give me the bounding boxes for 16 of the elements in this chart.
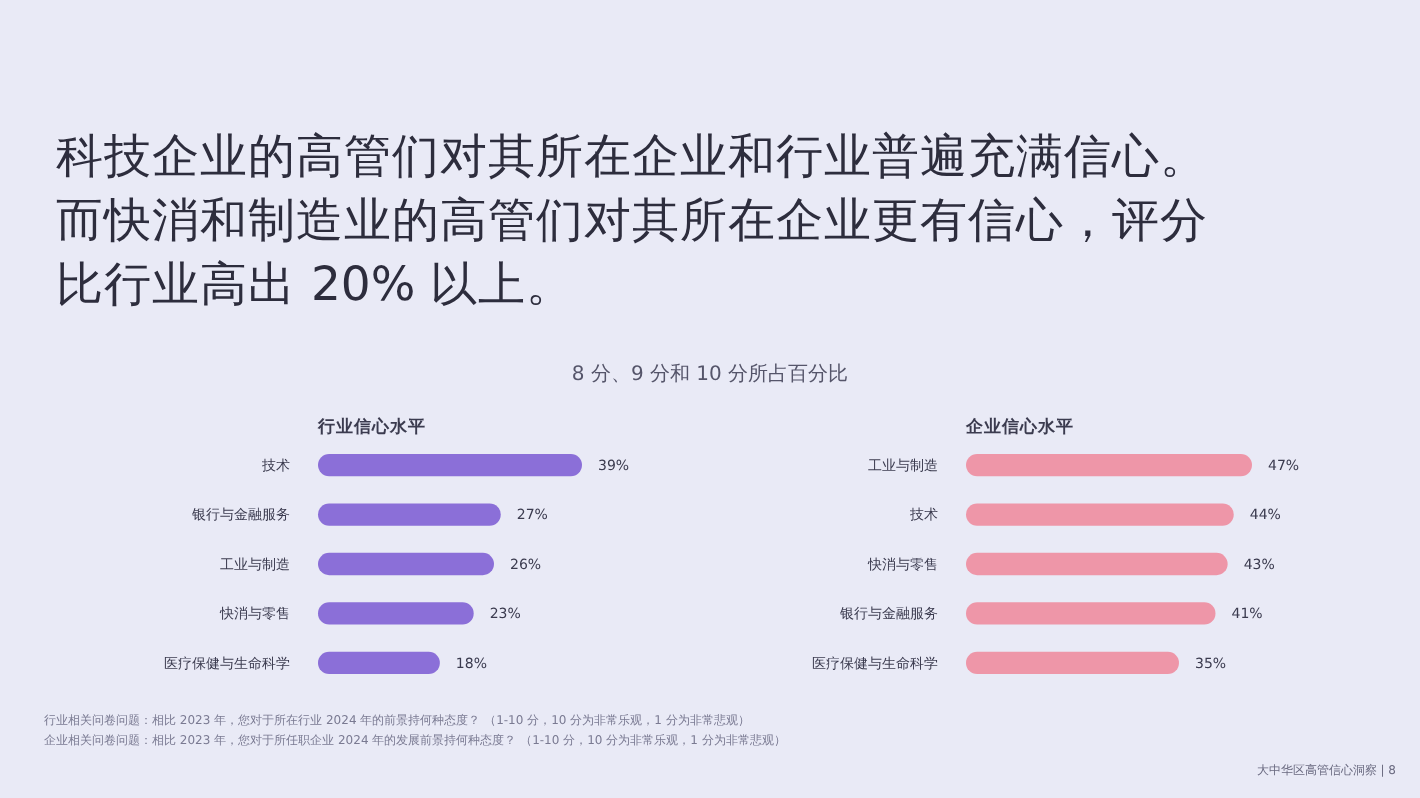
bar <box>966 552 1228 576</box>
chart-title: 行业信心水平 <box>316 416 426 438</box>
bar <box>966 503 1234 526</box>
bar <box>318 651 440 675</box>
bar <box>966 602 1216 625</box>
bar <box>318 453 582 477</box>
text: 而快消和制造业的高管们对其所在企业更有信心，评分 <box>56 192 1208 248</box>
bar <box>966 651 1179 675</box>
text: 比行业高出 20% 以上。 <box>56 256 575 312</box>
text: 8 分、9 分和 10 分所占百分比 <box>571 362 849 386</box>
bar <box>318 503 501 526</box>
bar <box>966 453 1252 477</box>
text: 科技企业的高管们对其所在企业和行业普遍充满信心。 <box>56 128 1208 184</box>
bar <box>318 602 474 625</box>
chart-title: 企业信心水平 <box>964 416 1074 438</box>
bar <box>318 552 494 576</box>
